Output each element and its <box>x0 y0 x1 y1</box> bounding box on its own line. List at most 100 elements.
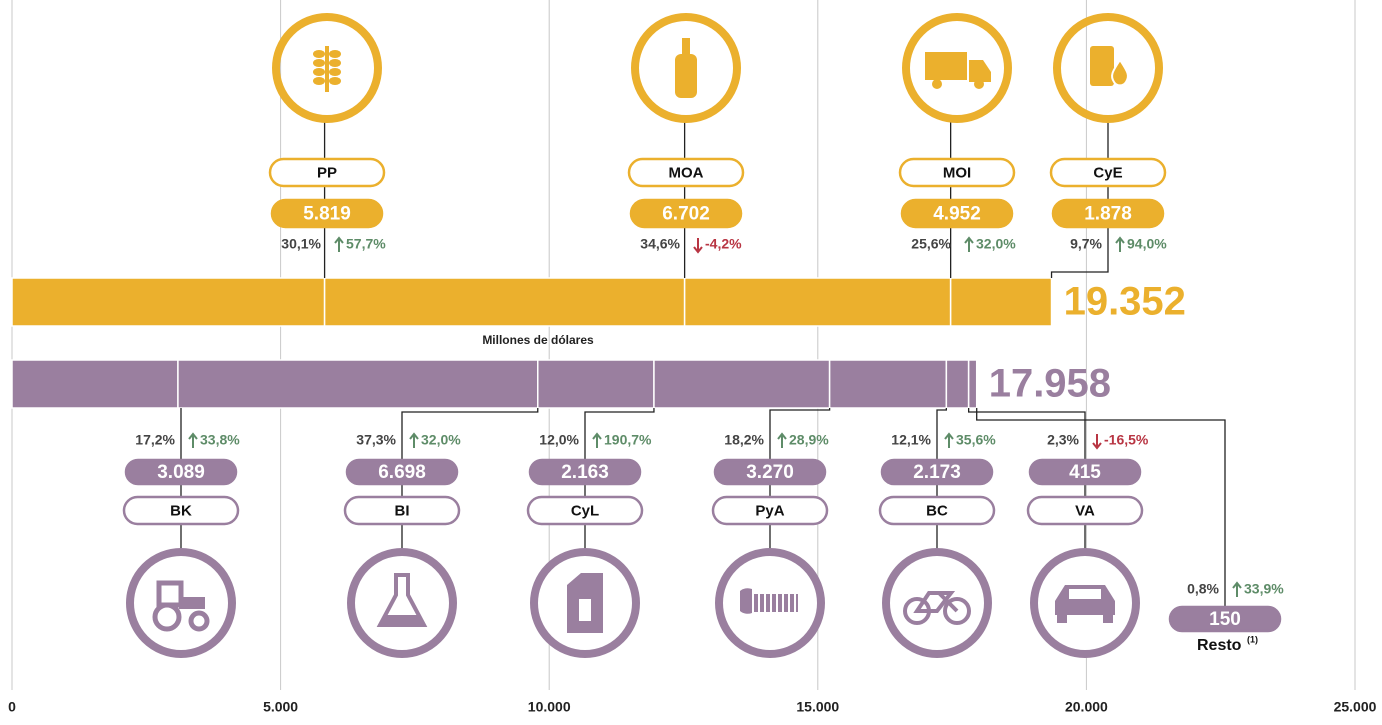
arrow-down <box>693 238 703 254</box>
arrow-up <box>964 236 974 252</box>
share-label: 30,1% <box>281 236 321 252</box>
bar-segment <box>537 359 655 409</box>
value-label: 415 <box>1069 462 1101 483</box>
value-pill <box>528 458 642 486</box>
icon-part <box>313 68 325 76</box>
icon-part <box>1069 589 1101 599</box>
change-label: 57,7% <box>346 236 386 252</box>
icon-part <box>782 591 784 615</box>
arrow-up <box>409 432 419 448</box>
category-label: PP <box>317 164 337 181</box>
icon <box>740 588 798 615</box>
change-label: -4,2% <box>705 236 742 252</box>
bar-segment <box>177 359 539 409</box>
icon-part <box>913 591 959 613</box>
value-label: 2.173 <box>913 462 961 483</box>
icon-part <box>152 602 182 632</box>
icon <box>313 46 341 92</box>
category-label: PyA <box>755 502 784 519</box>
category-label: BK <box>170 502 192 519</box>
label-pill <box>878 495 996 526</box>
category-label: VA <box>1075 502 1095 519</box>
category-label: BI <box>395 502 410 519</box>
icon-part <box>376 573 428 627</box>
icon-ring <box>631 13 741 123</box>
arrow-up <box>188 432 198 448</box>
category-label: BC <box>926 502 948 519</box>
change-label: 32,0% <box>421 432 461 448</box>
value-pill <box>270 198 384 229</box>
value-label: 2.163 <box>561 462 609 483</box>
total-label: 19.352 <box>1064 280 1186 324</box>
icon-part <box>579 599 591 621</box>
change-label: 33,9% <box>1244 581 1284 597</box>
icon-ring <box>347 548 457 658</box>
icon-part <box>1111 58 1129 87</box>
icon <box>567 573 603 633</box>
bar-segment <box>967 359 978 409</box>
change-label: -16,5% <box>1104 432 1149 448</box>
value-pill <box>629 198 743 229</box>
bar-segment <box>945 359 970 409</box>
icon-part <box>932 79 942 89</box>
label-pill <box>1049 157 1167 188</box>
icon <box>376 573 428 627</box>
value-label: 3.270 <box>746 462 794 483</box>
icon-part <box>943 597 971 625</box>
value-pill <box>713 458 827 486</box>
value-pill <box>1051 198 1165 229</box>
icon-part <box>740 588 752 614</box>
icon-ring <box>1053 13 1163 123</box>
arrow-up <box>592 432 602 448</box>
icon-part <box>329 77 341 85</box>
change-label: 35,6% <box>956 432 996 448</box>
change-label: 190,7% <box>604 432 652 448</box>
bar-segment <box>11 277 326 327</box>
icon <box>925 52 991 89</box>
change-label: 33,8% <box>200 432 240 448</box>
arrow-down <box>1092 434 1102 450</box>
icon-part <box>313 50 325 58</box>
arrow-up <box>1115 236 1125 252</box>
icon-part <box>682 38 690 54</box>
value-pill <box>345 458 459 486</box>
icon-part <box>313 77 325 85</box>
connector <box>1050 119 1109 278</box>
icon-part <box>382 615 422 623</box>
icon-part <box>764 591 766 615</box>
value-pill <box>900 198 1014 229</box>
icon <box>152 580 210 632</box>
value-label: 5.819 <box>303 204 351 225</box>
icon-part <box>974 79 984 89</box>
value-label: 150 <box>1209 609 1241 630</box>
bar-segment <box>949 277 1053 327</box>
x-tick-label: 25.000 <box>1334 699 1377 715</box>
arrow-up <box>777 432 787 448</box>
share-label: 34,6% <box>640 236 680 252</box>
bar-segment <box>11 359 179 409</box>
label-pill <box>711 495 829 526</box>
icon <box>903 591 971 625</box>
change-label: 28,9% <box>789 432 829 448</box>
icon-part <box>675 54 697 98</box>
icon-part <box>925 52 967 80</box>
icon-part <box>794 591 796 615</box>
bar-segment <box>683 277 952 327</box>
icon-part <box>329 59 341 67</box>
icon-part <box>1057 615 1067 623</box>
icon-part <box>1090 46 1114 86</box>
share-label: 37,3% <box>356 432 396 448</box>
bar-segment <box>323 277 686 327</box>
share-label: 12,1% <box>891 432 931 448</box>
icon-part <box>776 591 778 615</box>
icon-part <box>770 591 772 615</box>
value-label: 6.702 <box>662 204 710 225</box>
icon-part <box>788 591 790 615</box>
icon-ring <box>272 13 382 123</box>
value-label: 4.952 <box>933 204 981 225</box>
icon-part <box>325 46 329 92</box>
arrow-up <box>1232 581 1242 597</box>
icon-part <box>1103 615 1113 623</box>
icon <box>1090 46 1129 87</box>
